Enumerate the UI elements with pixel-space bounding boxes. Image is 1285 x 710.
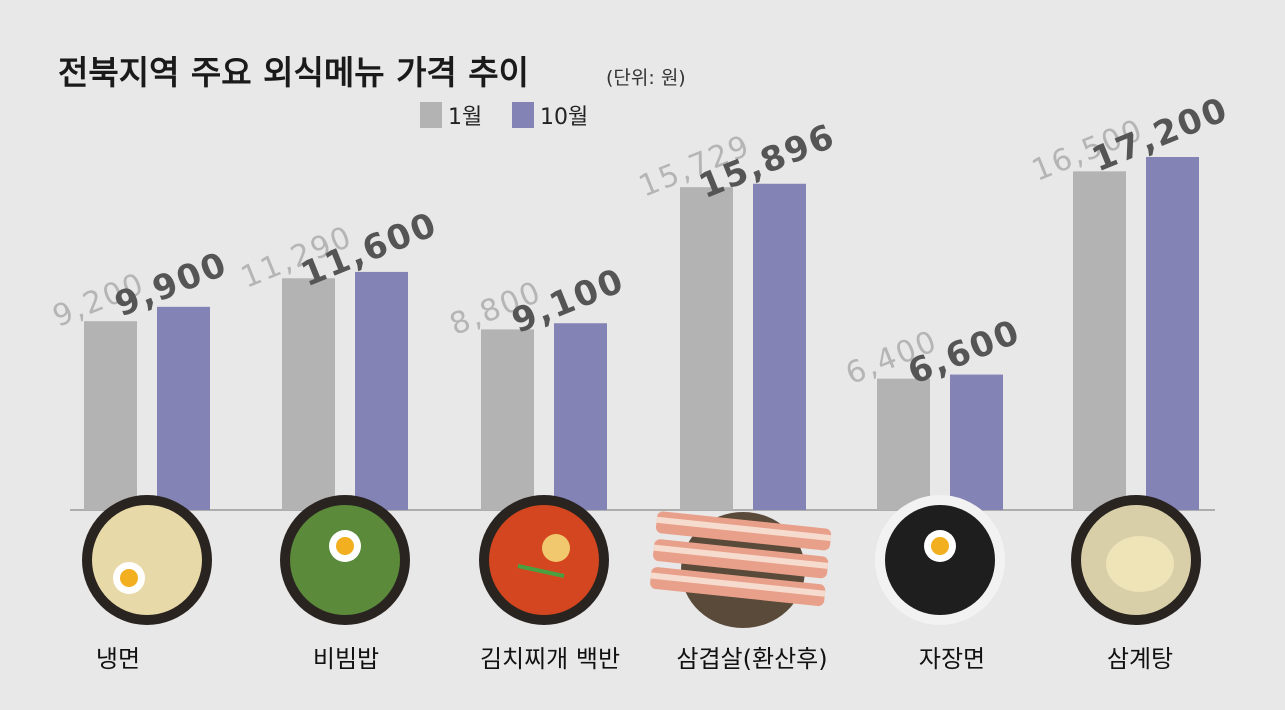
legend-label-oct: 10월 [540,105,588,130]
dish-5-icon [1071,495,1201,625]
category-label-0: 냉면 [96,645,140,673]
dish-2-icon [479,495,609,625]
dish-4-icon [875,495,1005,625]
dish-1-icon [280,495,410,625]
bar-jan-0 [84,321,137,510]
bar-oct-0 [157,306,210,510]
bar-oct-2 [554,323,607,510]
egg-yolk [120,569,138,587]
legend-label-jan: 1월 [448,105,482,130]
dish-3-icon [650,511,832,628]
egg-yolk [336,537,354,555]
category-label-4: 자장면 [919,645,985,673]
fat-stripe [656,516,832,542]
category-label-1: 비빔밥 [313,645,379,673]
chart-title: 전북지역 주요 외식메뉴 가격 추이 [58,53,529,92]
bar-oct-5 [1146,157,1199,510]
chicken-shape [1106,536,1174,592]
category-label-5: 삼계탕 [1107,645,1173,673]
fat-stripe [650,572,826,597]
bar-jan-2 [481,329,534,510]
dish-illustrations [82,495,1201,628]
fat-stripe [653,544,829,569]
unit-note: (단위: 원) [606,67,686,89]
legend-swatch-oct [512,102,534,128]
category-label-3: 삼겹살(환산후) [676,645,827,673]
category-labels: 냉면 비빔밥 김치찌개 백반 삼겹살(환산후) 자장면 삼계탕 [96,645,1173,673]
bar-oct-3 [753,183,806,510]
legend: 1월 10월 [420,102,588,130]
dish-0-icon [82,495,212,625]
bowl-food [92,505,202,615]
bar-oct-1 [355,271,408,510]
scallion-shape [517,564,565,578]
egg-yolk [931,537,949,555]
bar-jan-3 [680,187,733,511]
tofu-shape [542,534,570,562]
bar-jan-5 [1073,171,1126,510]
bowl-food [489,505,599,615]
category-label-2: 김치찌개 백반 [480,645,620,673]
bar-oct-4 [950,374,1003,510]
legend-swatch-jan [420,102,442,128]
bar-jan-4 [877,378,930,510]
bar-jan-1 [282,278,335,510]
